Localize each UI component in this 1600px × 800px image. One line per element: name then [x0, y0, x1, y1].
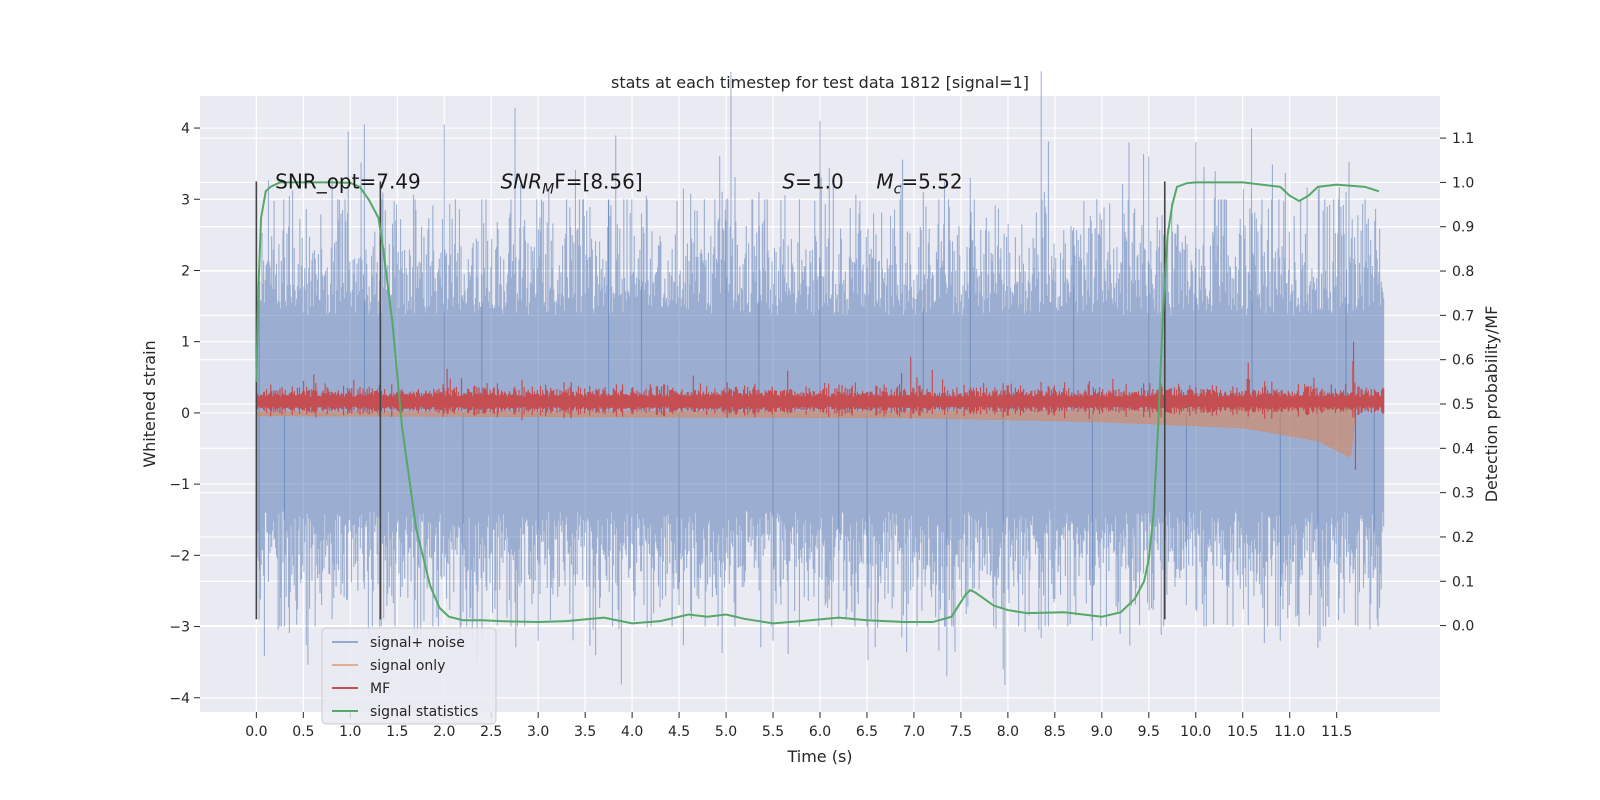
x-tick-label-16: 8.0	[997, 724, 1019, 740]
x-tick-label-7: 3.5	[574, 724, 596, 740]
y-right-tick-label-9: 0.9	[1452, 220, 1474, 236]
y-tick-label-4: 0	[181, 406, 190, 422]
y-right-tick-label-10: 1.0	[1452, 175, 1474, 191]
y-right-tick-label-4: 0.4	[1452, 441, 1474, 457]
y-tick-label-5: 1	[181, 335, 190, 351]
series-signal-statistics	[255, 181, 1380, 625]
series-layer	[255, 71, 1385, 685]
x-tick-label-8: 4.0	[621, 724, 643, 740]
legend: signal+ noise signal only MF signal statist…	[321, 627, 497, 725]
annotation-1: SNRMF=[8.56]	[501, 169, 643, 197]
x-tick-label-11: 5.5	[762, 724, 784, 740]
x-tick-label-13: 6.5	[856, 724, 878, 740]
x-tick-label-3: 1.5	[386, 724, 408, 740]
x-tick-label-17: 8.5	[1044, 724, 1066, 740]
annotation-2: S=1.0	[782, 169, 843, 193]
legend-label-2: MF	[370, 681, 390, 697]
x-tick-label-20: 10.0	[1180, 724, 1211, 740]
x-tick-label-14: 7.0	[903, 724, 925, 740]
y-right-tick-label-0: 0.0	[1452, 619, 1474, 635]
x-tick-label-21: 10.5	[1227, 724, 1258, 740]
x-tick-label-1: 0.5	[292, 724, 314, 740]
chart-title: stats at each timestep for test data 181…	[611, 73, 1029, 92]
legend-label-3: signal statistics	[370, 704, 478, 720]
annotations: SNR_opt=7.49 SNRMF=[8.56] S=1.0 Mc=5.52	[275, 169, 962, 197]
x-tick-label-15: 7.5	[950, 724, 972, 740]
y-right-tick-label-6: 0.6	[1452, 353, 1474, 369]
y-tick-label-7: 3	[181, 192, 190, 208]
y-right-tick-label-1: 0.1	[1452, 574, 1474, 590]
x-tick-label-5: 2.5	[480, 724, 502, 740]
y-right-tick-label-8: 0.8	[1452, 264, 1474, 280]
annotation-3: Mc=5.52	[876, 169, 962, 197]
y-right-tick-label-7: 0.7	[1452, 308, 1474, 324]
x-tick-label-12: 6.0	[809, 724, 831, 740]
legend-label-0: signal+ noise	[370, 635, 465, 651]
x-tick-label-6: 3.0	[527, 724, 549, 740]
annotation-0: SNR_opt=7.49	[275, 169, 421, 193]
legend-box	[321, 627, 497, 725]
y-axis-label: Whitened strain	[140, 340, 159, 467]
x-tick-label-23: 11.5	[1321, 724, 1352, 740]
y-tick-label-1: −3	[169, 620, 190, 636]
y-right-tick-label-2: 0.2	[1452, 530, 1474, 546]
x-tick-label-19: 9.5	[1138, 724, 1160, 740]
x-tick-label-10: 5.0	[715, 724, 737, 740]
y-tick-label-8: 4	[181, 121, 190, 137]
x-tick-label-0: 0.0	[245, 724, 267, 740]
y-right-tick-label-5: 0.5	[1452, 397, 1474, 413]
y-right-tick-label-11: 1.1	[1452, 131, 1474, 147]
y-tick-label-6: 2	[181, 263, 190, 279]
axes: 0.0 0.5 1.0 1.5 2.0 2.5 3.0 3.5 4.0 4.5 5.0 5.5 6.0 6…	[169, 121, 1474, 740]
y-tick-label-3: −1	[169, 477, 190, 493]
x-tick-label-18: 9.0	[1091, 724, 1113, 740]
x-axis-label: Time (s)	[786, 747, 852, 766]
x-tick-label-2: 1.0	[339, 724, 361, 740]
y-tick-label-0: −4	[169, 691, 190, 707]
x-tick-label-9: 4.5	[668, 724, 690, 740]
x-tick-label-22: 11.0	[1274, 724, 1305, 740]
x-tick-label-4: 2.0	[433, 724, 455, 740]
legend-label-1: signal only	[370, 658, 445, 674]
y-tick-label-2: −2	[169, 548, 190, 564]
y-axis-right-label: Detection probability/MF	[1482, 306, 1501, 503]
y-right-tick-label-3: 0.3	[1452, 486, 1474, 502]
